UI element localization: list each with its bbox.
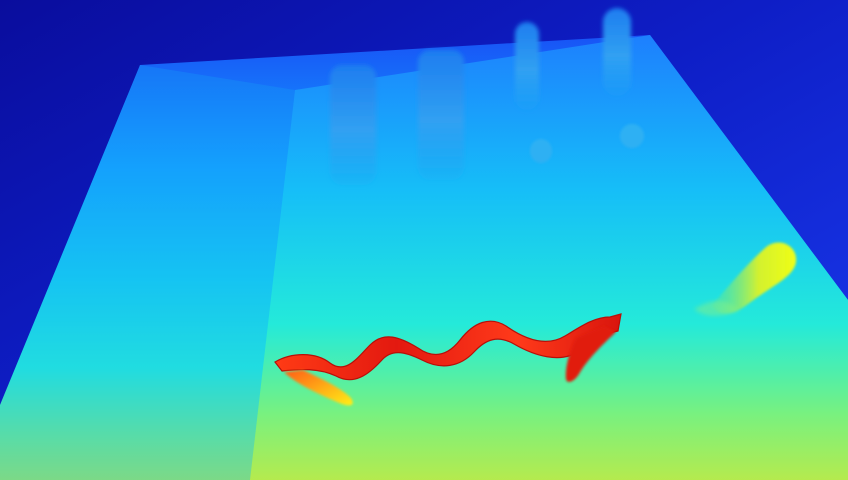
tall-cylinder-left xyxy=(330,65,376,185)
cylinders-group xyxy=(330,8,631,185)
wavy-rope xyxy=(274,313,622,381)
tall-cylinder-far-right xyxy=(603,8,631,96)
table-left-shade xyxy=(0,65,295,480)
rope-left-end-support xyxy=(284,370,353,406)
rope-right-end-support xyxy=(565,326,616,382)
small-stub-right xyxy=(620,124,644,148)
inner-table-surface xyxy=(250,35,848,480)
small-stubs-group xyxy=(530,124,644,163)
tall-cylinder-right xyxy=(515,22,539,110)
right-edge-object xyxy=(694,242,797,316)
small-stub-left xyxy=(530,139,552,163)
tall-cylinder-middle xyxy=(418,50,464,180)
